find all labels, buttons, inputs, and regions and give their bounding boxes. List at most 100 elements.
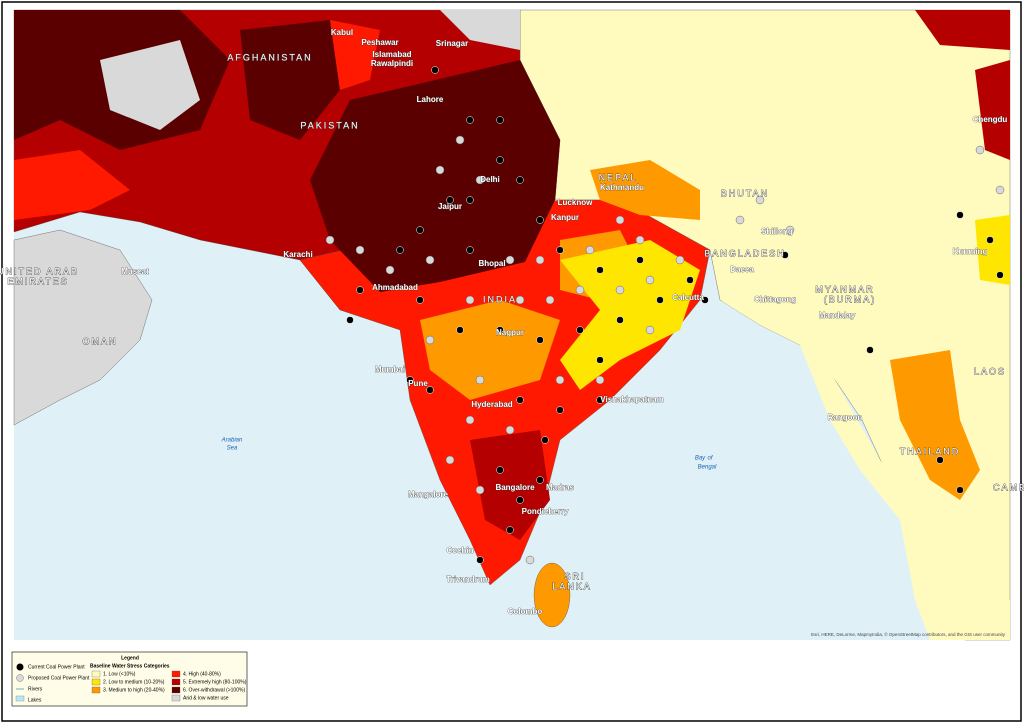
proposed-plant — [475, 175, 485, 185]
legend-swatch — [91, 670, 101, 678]
legend-swatch — [91, 678, 101, 686]
yunnan — [975, 215, 1010, 285]
country-label: CAMB — [993, 482, 1024, 492]
current-plant — [541, 436, 549, 444]
current-plant — [426, 386, 434, 394]
legend-box — [11, 651, 248, 707]
northwest-high — [14, 20, 380, 220]
south-india — [470, 430, 550, 540]
current-plant — [466, 196, 474, 204]
proposed-plant — [525, 555, 535, 565]
city-label: Vishakhapatnam — [600, 395, 663, 404]
attribution: Esri, HERE, DeLorme, MapmyIndia, © OpenS… — [811, 631, 1006, 637]
current-plant — [496, 116, 504, 124]
city-label: Colombo — [508, 607, 543, 616]
thailand-stress — [890, 350, 980, 500]
arabia — [13, 229, 153, 426]
proposed-plant — [645, 325, 655, 335]
proposed-plant — [595, 375, 605, 385]
country-label: BHUTAN — [721, 188, 769, 198]
city-label: Cochin — [446, 546, 473, 555]
country-label: EMIRATES — [7, 276, 68, 286]
city-label: Muscat — [121, 267, 149, 276]
proposed-plant — [545, 295, 555, 305]
proposed-plant — [785, 225, 795, 235]
water-label: Bengal — [698, 465, 717, 471]
current-plant — [506, 526, 514, 534]
proposed-symbol — [16, 674, 24, 682]
city-label: Delhi — [480, 175, 500, 184]
proposed-plant — [635, 235, 645, 245]
city-label: Rawalpindi — [371, 59, 413, 68]
city-label: Chengdu — [973, 115, 1008, 124]
current-plant — [496, 466, 504, 474]
legend-symbol-label: Proposed Coal Power Plant — [28, 675, 90, 681]
current-plant — [996, 271, 1004, 279]
city-label: Kabul — [331, 28, 353, 37]
country-label: AFGHANISTAN — [227, 52, 312, 62]
city-label: Bhopal — [478, 259, 505, 268]
current-plant — [636, 256, 644, 264]
city-label: Mumbai — [375, 365, 405, 374]
city-label: Calcutta — [672, 293, 704, 302]
city-label: Lahore — [417, 95, 444, 104]
city-label: Chittagong — [754, 295, 796, 304]
current-plant — [576, 326, 584, 334]
current-plant — [701, 296, 709, 304]
proposed-plant — [325, 235, 335, 245]
legend-category-label: 1. Low (<10%) — [103, 671, 136, 677]
city-label: Shillong — [761, 227, 793, 236]
country-label: BANGLADESH — [704, 248, 786, 258]
proposed-plant — [455, 135, 465, 145]
legend-swatch — [171, 686, 181, 694]
current-symbol — [16, 663, 24, 671]
current-plant — [956, 211, 964, 219]
proposed-plant — [475, 485, 485, 495]
current-plant — [446, 196, 454, 204]
city-label: Kunming — [953, 247, 988, 256]
current-plant — [496, 326, 504, 334]
proposed-plant — [465, 295, 475, 305]
coast — [720, 300, 1010, 640]
proposed-plant — [675, 255, 685, 265]
proposed-plant — [555, 375, 565, 385]
city-label: Kathmandu — [600, 183, 644, 192]
legend-category-label: 2. Low to medium (10-20%) — [103, 679, 165, 685]
proposed-plant — [995, 185, 1005, 195]
current-plant — [536, 216, 544, 224]
proposed-plant — [975, 145, 985, 155]
city-label: Srinagar — [436, 39, 468, 48]
legend: Legend Baseline Water Stress Categories — [11, 651, 248, 707]
current-plant — [356, 286, 364, 294]
legend-category-label: 5. Extremely high (80-100%) — [183, 679, 247, 685]
current-plant — [686, 276, 694, 284]
nepal — [590, 160, 700, 220]
proposed-plant — [735, 215, 745, 225]
city-label: Islamabad — [372, 50, 411, 59]
city-label: Karachi — [283, 250, 312, 259]
legend-category-label: 3. Medium to high (20-40%) — [103, 687, 165, 693]
current-plant — [596, 396, 604, 404]
current-plant — [556, 246, 564, 254]
water-label: of — [707, 456, 713, 462]
country-label: SRI — [564, 571, 585, 581]
city-label: Madras — [546, 483, 575, 492]
country-label: LAOS — [974, 366, 1006, 376]
current-plant — [406, 376, 414, 384]
sichuan — [915, 10, 1010, 160]
proposed-plant — [355, 245, 365, 255]
city-label: Mandalay — [819, 311, 856, 320]
current-plant — [536, 336, 544, 344]
current-plant — [781, 251, 789, 259]
sri-lanka — [533, 562, 571, 628]
current-plant — [496, 156, 504, 164]
proposed-plant — [585, 245, 595, 255]
city-label: Dacca — [730, 265, 754, 274]
proposed-plant — [425, 255, 435, 265]
current-plant — [866, 346, 874, 354]
city-label: Pune — [408, 379, 428, 388]
city-label: Hyderabad — [471, 400, 512, 409]
city-label: Ahmadabad — [372, 283, 418, 292]
proposed-plant — [475, 375, 485, 385]
current-plant — [656, 296, 664, 304]
